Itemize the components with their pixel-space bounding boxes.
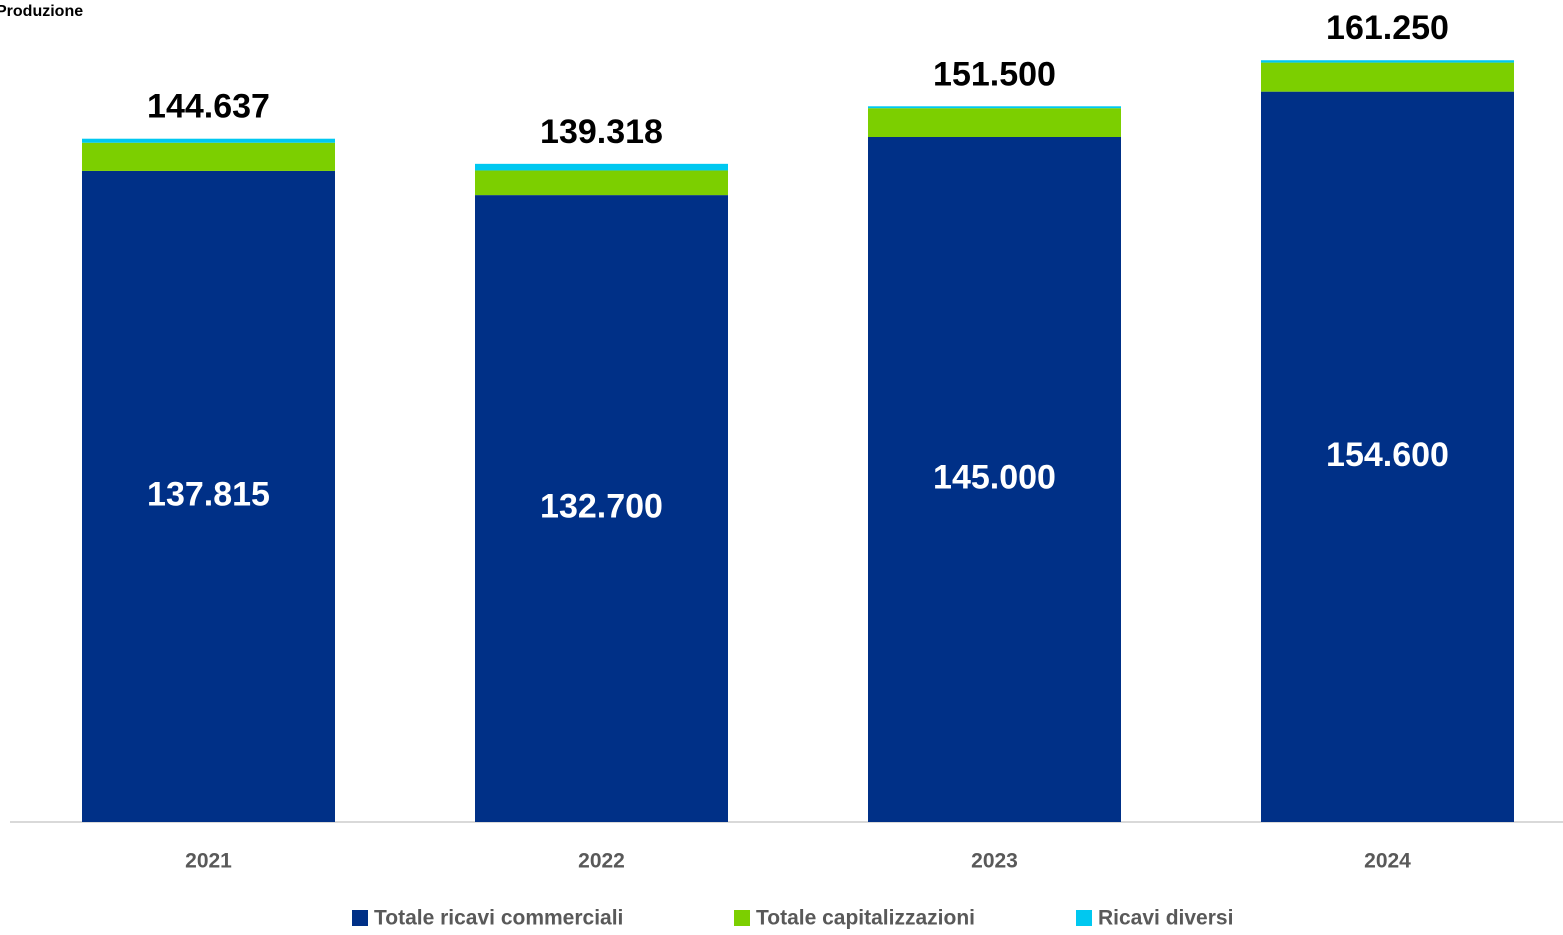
legend-swatch	[734, 910, 750, 926]
bar-segment	[475, 195, 728, 822]
x-tick-label: 2021	[185, 850, 232, 873]
bar-segment	[82, 170, 335, 822]
data-label: 137.815	[147, 475, 270, 513]
bar-segment	[868, 137, 1121, 822]
legend-label: Totale ricavi commerciali	[374, 907, 623, 930]
bar-segment	[475, 170, 728, 196]
x-tick-label: 2023	[971, 850, 1018, 873]
bar-segment	[1261, 62, 1514, 92]
bar-segment	[868, 106, 1121, 109]
data-label: 145.000	[933, 458, 1056, 496]
x-tick-label: 2022	[578, 850, 625, 873]
legend-label: Totale capitalizzazioni	[756, 907, 975, 930]
legend-swatch	[352, 910, 368, 926]
bar-segment	[82, 142, 335, 171]
data-label: 154.600	[1326, 436, 1449, 474]
bar-segment	[82, 138, 335, 143]
bar-segment	[1261, 60, 1514, 63]
total-label: 151.500	[933, 55, 1056, 93]
data-label: 132.700	[540, 488, 663, 526]
bar-segment	[868, 108, 1121, 137]
x-tick-label: 2024	[1364, 850, 1411, 873]
chart-title: Produzione	[0, 3, 83, 20]
bar-segment	[475, 163, 728, 171]
total-label: 139.318	[540, 113, 663, 151]
bar-segment	[1261, 91, 1514, 823]
total-label: 144.637	[147, 88, 270, 126]
legend-label: Ricavi diversi	[1098, 907, 1233, 930]
total-label: 161.250	[1326, 9, 1449, 47]
legend-swatch	[1076, 910, 1092, 926]
